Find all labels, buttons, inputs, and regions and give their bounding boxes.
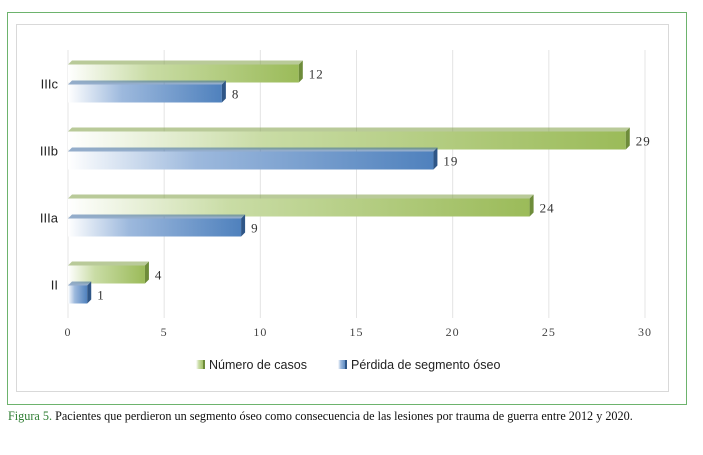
legend-label: Número de casos	[209, 358, 307, 372]
x-tick-label: 0	[65, 325, 72, 339]
bar-top-face	[68, 80, 226, 85]
figure-caption: Figura 5. Pacientes que perdieron un seg…	[8, 409, 694, 424]
x-tick-label: 25	[542, 325, 556, 339]
bar-side-face	[433, 147, 438, 170]
data-label: 9	[251, 221, 259, 236]
bar-top-face	[68, 127, 630, 132]
bar	[68, 285, 88, 304]
legend-swatch	[338, 360, 346, 369]
bar-side-face	[87, 281, 92, 304]
x-tick-label: 5	[161, 325, 168, 339]
legend-swatch-edge	[203, 360, 205, 369]
data-label: 1	[97, 288, 105, 303]
bar	[68, 198, 530, 217]
x-tick-label: 15	[350, 325, 364, 339]
bar-side-face	[241, 214, 246, 237]
bar-top-face	[68, 281, 92, 286]
bar-side-face	[144, 261, 149, 284]
bar-top-face	[68, 214, 246, 219]
bar-side-face	[625, 127, 630, 150]
bar	[68, 64, 299, 83]
x-tick-label: 10	[253, 325, 267, 339]
data-label: 4	[155, 268, 163, 283]
bar-top-face	[68, 147, 438, 152]
data-label: 24	[540, 201, 555, 216]
data-label: 29	[636, 134, 651, 149]
data-label: 19	[443, 154, 458, 169]
bar	[68, 131, 626, 150]
bar-side-face	[298, 60, 303, 83]
data-label: 12	[309, 67, 324, 82]
category-label: IIIb	[40, 144, 58, 159]
category-label: II	[51, 278, 58, 293]
bar-side-face	[221, 80, 226, 103]
caption-text: Pacientes que perdieron un segmento óseo…	[52, 409, 633, 423]
legend-label: Pérdida de segmento óseo	[351, 358, 500, 372]
data-label: 8	[232, 87, 240, 102]
category-label: IIIa	[40, 211, 59, 226]
bar	[68, 218, 242, 237]
legend-swatch	[196, 360, 204, 369]
x-tick-label: 30	[638, 325, 652, 339]
bar-top-face	[68, 194, 534, 199]
bar-side-face	[529, 194, 534, 217]
x-tick-label: 20	[446, 325, 460, 339]
category-label: IIIc	[41, 77, 59, 92]
legend-swatch-edge	[345, 360, 347, 369]
bar-top-face	[68, 60, 303, 65]
bar	[68, 151, 434, 170]
bar-top-face	[68, 261, 149, 266]
bar	[68, 265, 145, 284]
bar	[68, 84, 222, 103]
caption-label: Figura 5.	[8, 409, 53, 423]
